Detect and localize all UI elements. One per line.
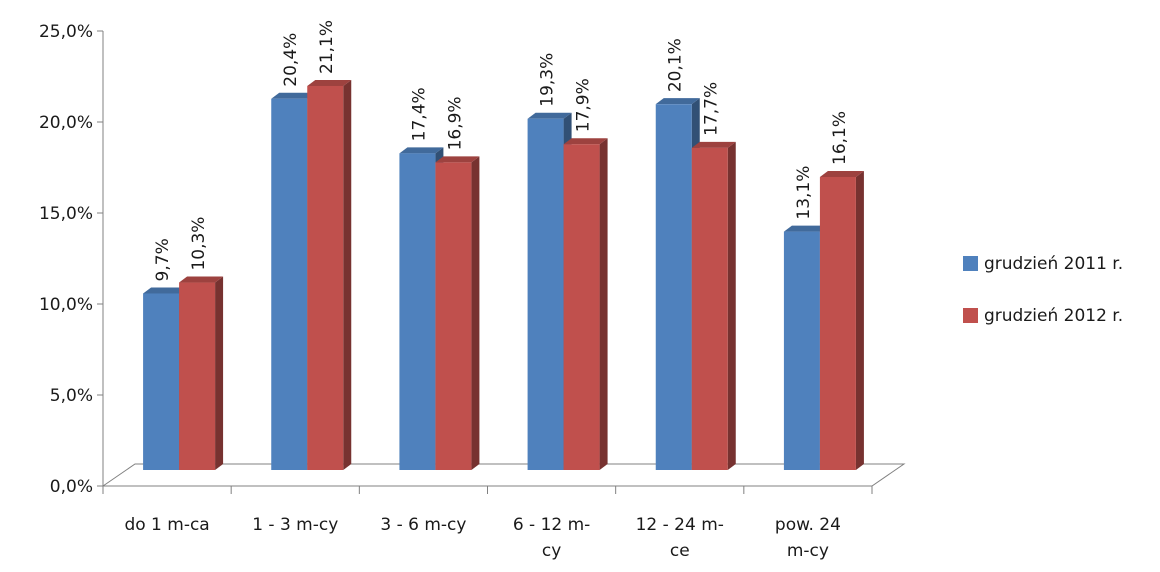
bar-side <box>599 138 608 470</box>
y-tick-label: 10,0% <box>39 295 93 315</box>
bar-top <box>691 141 736 148</box>
chart-floor <box>101 463 906 487</box>
bar-front <box>143 293 180 470</box>
data-label: 9,7% <box>153 238 173 281</box>
data-label: 16,9% <box>445 96 465 150</box>
bar-front <box>179 282 216 470</box>
bar-front <box>307 85 344 470</box>
bar-front <box>271 98 308 470</box>
bar-side <box>727 141 736 471</box>
bar-top <box>783 225 828 232</box>
bar-top <box>655 98 700 105</box>
bar-top <box>819 170 864 177</box>
x-tick-label: 12 - 24 m-ce <box>636 515 724 561</box>
bar-top <box>435 156 480 163</box>
bar-front <box>655 104 692 471</box>
data-label: 20,1% <box>666 38 686 92</box>
y-tick-label: 15,0% <box>39 204 93 224</box>
legend-swatch <box>963 256 978 271</box>
data-label: 17,4% <box>409 87 429 141</box>
bar-side <box>215 276 224 470</box>
data-label: 19,3% <box>538 53 558 107</box>
bar <box>691 141 736 471</box>
legend-entry-label: grudzień 2012 r. <box>984 306 1123 326</box>
x-tick-label: 1 - 3 m-cy <box>252 515 338 535</box>
bar-front <box>691 147 728 471</box>
bar-side <box>855 170 864 471</box>
bar-top <box>399 147 444 154</box>
y-tick-label: 5,0% <box>50 386 93 406</box>
chart-data-labels: 9,7% 20,4% 17,4% 19,3% 20,1% 13,1% 10,3% 21,1% 1… <box>153 20 850 281</box>
y-tick-label: 25,0% <box>39 22 93 42</box>
bar-top <box>307 79 352 86</box>
legend-swatch <box>963 308 978 323</box>
x-tick-label: pow. 24 m-cy <box>775 515 841 561</box>
x-tick-label: 6 - 12 m-cy <box>513 515 591 561</box>
y-tick-label: 0,0% <box>50 477 93 497</box>
data-label: 21,1% <box>317 20 337 74</box>
x-tick-label: 3 - 6 m-cy <box>380 515 466 535</box>
bar-front <box>563 144 600 470</box>
bar-front <box>819 176 856 471</box>
bar <box>563 138 608 470</box>
data-label: 10,3% <box>189 217 209 271</box>
bar-top <box>563 138 608 145</box>
chart-bars <box>143 79 864 471</box>
bar <box>819 170 864 471</box>
bar-side <box>471 156 480 471</box>
data-label: 17,7% <box>702 82 722 136</box>
legend-entry-label: grudzień 2011 r. <box>984 254 1123 274</box>
x-tick-label: do 1 m-ca <box>124 515 209 535</box>
bar <box>179 276 224 470</box>
bar-top <box>271 92 316 99</box>
bar-top <box>527 112 572 119</box>
bar-top <box>143 287 188 294</box>
bar <box>143 287 188 470</box>
bar-side <box>343 79 352 470</box>
chart-legend: grudzień 2011 r. grudzień 2012 r. <box>963 254 1123 326</box>
bar-top <box>179 276 224 283</box>
y-tick-label: 20,0% <box>39 113 93 133</box>
data-label: 17,9% <box>574 78 594 132</box>
bar-front <box>527 118 564 471</box>
bar <box>435 156 480 471</box>
data-label: 16,1% <box>830 111 850 165</box>
bar-front <box>399 153 436 470</box>
bar <box>307 79 352 470</box>
bar-front <box>783 231 820 470</box>
data-label: 20,4% <box>281 33 301 87</box>
bar-front <box>435 162 472 471</box>
data-label: 13,1% <box>794 166 814 220</box>
